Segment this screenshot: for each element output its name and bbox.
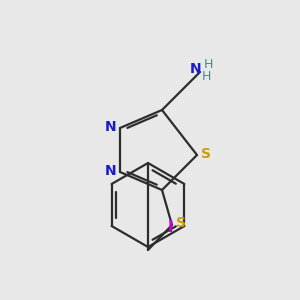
Text: H: H	[201, 70, 211, 83]
Text: N: N	[190, 62, 202, 76]
Text: I: I	[168, 220, 173, 235]
Text: S: S	[176, 216, 186, 230]
Text: H: H	[203, 58, 213, 70]
Text: S: S	[201, 147, 211, 161]
Text: N: N	[105, 164, 117, 178]
Text: N: N	[105, 120, 117, 134]
